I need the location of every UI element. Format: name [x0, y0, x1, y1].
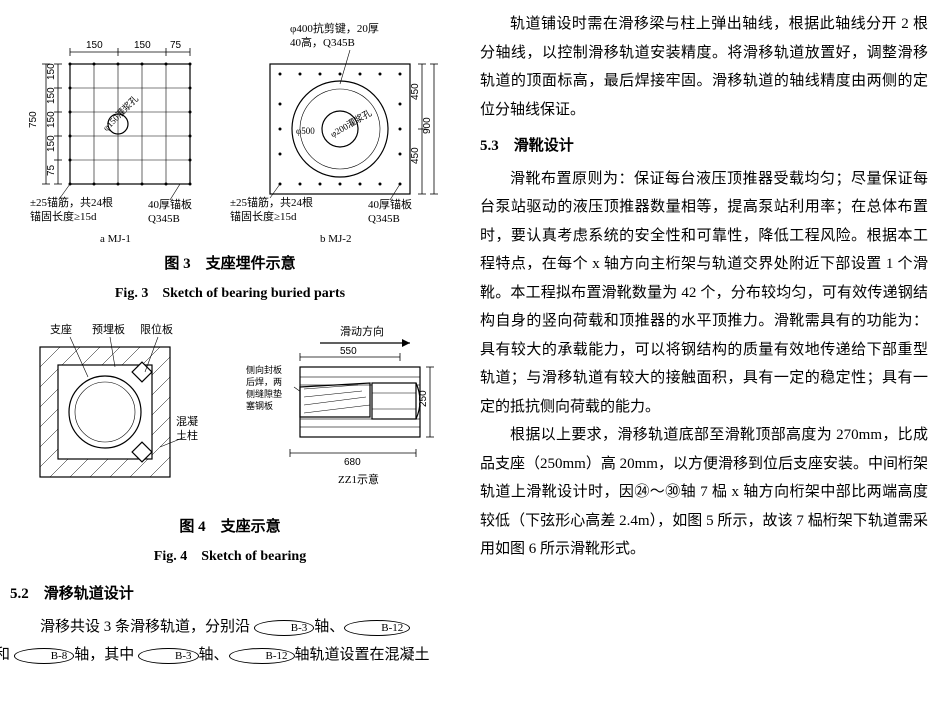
- dim: 250: [418, 390, 429, 407]
- note: 侧向封板: [246, 364, 282, 375]
- note: 锚固长度≥15d: [230, 209, 297, 223]
- dim: 150: [46, 87, 57, 104]
- fig4-caption-cn: 图 4 支座示意: [10, 513, 450, 542]
- text: 滑移共设 3 条滑移轨道，分别沿: [40, 619, 254, 635]
- dim: 900: [422, 117, 433, 134]
- note: Q345B: [368, 213, 400, 225]
- label: 支座: [50, 322, 72, 336]
- text: 轴、: [199, 647, 229, 663]
- dim: 680: [344, 457, 361, 468]
- note: 40高，Q345B: [290, 35, 355, 49]
- label: 滑动方向: [340, 324, 384, 338]
- text: 轴、: [314, 619, 344, 635]
- dim: 75: [170, 40, 182, 51]
- fig4-caption-en: Fig. 4 Sketch of bearing: [10, 544, 450, 571]
- mj2-label: b MJ-2: [320, 233, 351, 244]
- label: 混凝: [176, 414, 198, 428]
- zz1-label: ZZ1示意: [338, 472, 379, 486]
- mj1-center-label: φ150灌浆孔: [100, 93, 140, 133]
- right-column: 轨道铺设时需在滑移梁与柱上弹出轴线，根据此轴线分开 2 根分轴线，以控制滑移轨道…: [480, 10, 928, 670]
- axis-label: B-12: [229, 648, 295, 664]
- note: 40厚锚板: [368, 197, 412, 211]
- dim: 450: [410, 83, 421, 100]
- dim: 150: [46, 135, 57, 152]
- label: 土柱: [176, 428, 198, 442]
- figure-4: 支座 预埋板 限位板 混凝 土柱 滑动方向 侧向封板 后焊，两 侧缝隙垫 塞钢板: [10, 317, 450, 570]
- dim: 450: [410, 147, 421, 164]
- fig3-caption-en: Fig. 3 Sketch of bearing buried parts: [10, 281, 450, 308]
- axis-label: B-3: [254, 620, 315, 636]
- sec-5-3-p2: 根据以上要求，滑移轨道底部至滑靴顶部高度为 270mm，比成品支座（250mm）…: [480, 421, 928, 564]
- sec-5-2-title: 5.2 滑移轨道设计: [10, 580, 450, 609]
- note: 锚固长度≥15d: [30, 209, 97, 223]
- dim: 750: [28, 111, 39, 128]
- note: 塞钢板: [246, 400, 273, 411]
- dim: φ500: [296, 126, 315, 136]
- note: 侧缝隙垫: [246, 388, 282, 399]
- page-root: φ150灌浆孔 150 150 75 750 150: [10, 10, 928, 670]
- axis-label: B-3: [138, 648, 199, 664]
- axis-circled: ㉚: [665, 484, 680, 500]
- dim: 550: [340, 346, 357, 357]
- mj1-label: a MJ-1: [100, 233, 131, 244]
- sec-5-3-p1: 滑靴布置原则为：保证每台液压顶推器受载均匀；尽量保证每台泵站驱动的液压顶推器数量…: [480, 165, 928, 422]
- fig3-svg: φ150灌浆孔 150 150 75 750 150: [20, 14, 440, 244]
- note: Q345B: [148, 213, 180, 225]
- dim: 75: [46, 164, 57, 176]
- note: 后焊，两: [246, 376, 282, 387]
- axis-circled: ㉔: [634, 484, 649, 500]
- label: 限位板: [140, 322, 173, 336]
- left-column: φ150灌浆孔 150 150 75 750 150: [10, 10, 450, 670]
- dim: 150: [46, 111, 57, 128]
- label: 预埋板: [92, 322, 125, 336]
- sec-5-3-title: 5.3 滑靴设计: [480, 132, 928, 161]
- note: 40厚锚板: [148, 197, 192, 211]
- text: 轴，其中: [74, 647, 138, 663]
- sec-5-2-p1: 滑移共设 3 条滑移轨道，分别沿 B-3轴、B-12 轴和 B-8轴，其中 B-…: [10, 613, 450, 670]
- text: 轴轨道设置在混凝土: [295, 647, 430, 663]
- axis-label: B-12: [344, 620, 410, 636]
- fig4-svg: 支座 预埋板 限位板 混凝 土柱 滑动方向 侧向封板 后焊，两 侧缝隙垫 塞钢板: [20, 317, 440, 507]
- note: φ400抗剪键，20厚: [290, 21, 379, 35]
- dim: 150: [86, 40, 103, 51]
- text: ～: [650, 484, 665, 500]
- dim: 150: [46, 63, 57, 80]
- text: 轴和: [0, 647, 14, 663]
- fig3-caption-cn: 图 3 支座埋件示意: [10, 250, 450, 279]
- dim: 150: [134, 40, 151, 51]
- note: ±25锚筋，共24根: [30, 195, 113, 209]
- axis-label: B-8: [14, 648, 75, 664]
- sec-5-2-p2: 轨道铺设时需在滑移梁与柱上弹出轴线，根据此轴线分开 2 根分轴线，以控制滑移轨道…: [480, 10, 928, 124]
- note: ±25锚筋，共24根: [230, 195, 313, 209]
- figure-3: φ150灌浆孔 150 150 75 750 150: [10, 14, 450, 307]
